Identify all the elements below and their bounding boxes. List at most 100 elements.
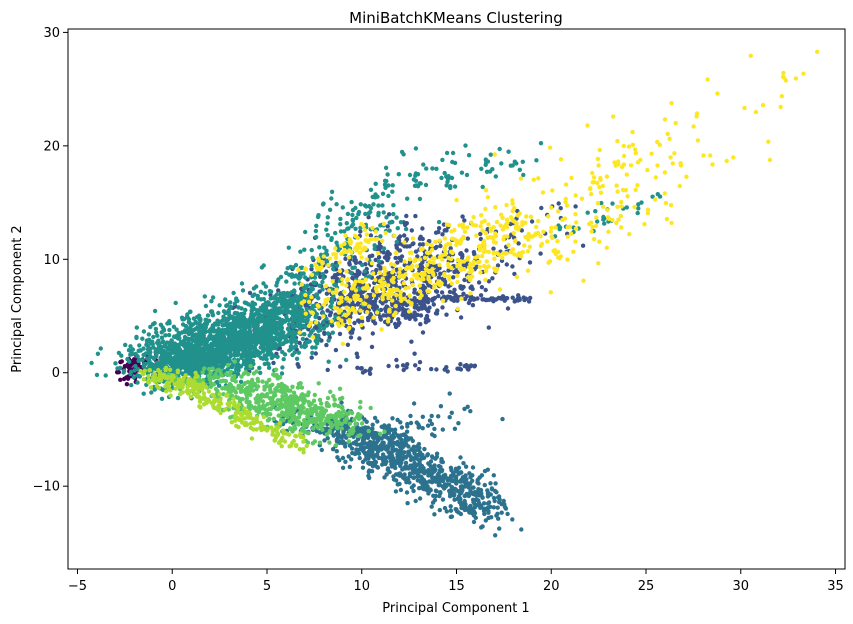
data-point — [515, 298, 521, 303]
data-point — [456, 421, 461, 426]
data-point — [293, 344, 299, 349]
data-point — [493, 174, 498, 179]
data-point — [279, 444, 284, 449]
data-point — [274, 283, 279, 288]
data-point — [238, 317, 243, 322]
data-point — [201, 391, 207, 396]
data-point — [349, 224, 354, 229]
data-point — [215, 375, 221, 380]
data-point — [386, 183, 391, 188]
data-point — [236, 383, 241, 389]
data-point — [327, 440, 332, 445]
data-point — [279, 404, 284, 410]
data-point — [392, 427, 398, 432]
data-point — [358, 283, 363, 288]
data-point — [348, 270, 354, 275]
data-point — [391, 203, 396, 208]
data-point — [322, 331, 327, 336]
data-point — [346, 454, 351, 459]
data-point — [230, 345, 236, 351]
data-point — [269, 425, 274, 430]
data-point — [497, 526, 502, 531]
data-point — [471, 297, 477, 302]
data-point — [383, 165, 389, 170]
data-point — [347, 260, 352, 266]
data-point — [280, 309, 285, 314]
data-point — [376, 210, 381, 216]
data-point — [416, 441, 422, 447]
data-point — [391, 211, 396, 217]
data-point — [222, 342, 227, 348]
data-point — [124, 382, 130, 387]
data-point — [286, 322, 292, 327]
data-point — [324, 227, 329, 232]
data-point — [368, 205, 374, 211]
data-point — [316, 406, 322, 411]
data-point — [141, 364, 147, 369]
data-point — [366, 469, 371, 475]
data-point — [156, 385, 161, 391]
data-point — [119, 353, 124, 358]
data-point — [417, 451, 422, 457]
data-point — [346, 226, 351, 231]
data-point — [273, 367, 279, 372]
data-point — [368, 187, 374, 192]
data-point — [255, 293, 260, 299]
data-point — [215, 359, 220, 364]
data-point — [337, 331, 343, 337]
data-point — [420, 414, 425, 419]
data-point — [449, 175, 455, 181]
data-point — [429, 421, 435, 427]
data-point — [168, 350, 174, 356]
data-point — [442, 170, 447, 176]
data-point — [397, 234, 403, 239]
data-point — [240, 389, 245, 394]
data-point — [326, 359, 331, 364]
data-point — [282, 439, 288, 444]
data-point — [274, 406, 279, 412]
data-point — [438, 271, 443, 276]
data-point — [378, 266, 383, 271]
data-point — [387, 251, 392, 257]
data-point — [291, 390, 297, 395]
data-point — [156, 376, 161, 381]
data-point — [141, 391, 146, 396]
data-point — [337, 386, 343, 391]
data-point — [347, 443, 353, 448]
data-point — [202, 366, 207, 371]
data-point — [424, 307, 429, 312]
data-point — [359, 444, 364, 449]
data-point — [367, 439, 373, 445]
data-point — [434, 311, 440, 316]
data-point — [367, 445, 372, 450]
data-point — [386, 423, 392, 428]
data-point — [197, 366, 202, 371]
data-point — [483, 518, 488, 523]
data-point — [397, 481, 402, 487]
data-point — [296, 381, 302, 387]
data-point — [204, 317, 209, 323]
data-point — [175, 370, 180, 375]
data-point — [415, 312, 420, 318]
data-point — [235, 311, 240, 316]
data-point — [312, 392, 317, 398]
data-point — [216, 383, 222, 388]
data-point — [258, 329, 263, 334]
data-point — [418, 466, 423, 471]
data-point — [216, 310, 221, 316]
data-point — [280, 291, 285, 296]
data-point — [470, 303, 476, 308]
data-point — [206, 350, 211, 356]
data-point — [454, 487, 459, 493]
data-point — [506, 149, 511, 154]
data-point — [504, 296, 510, 301]
data-point — [464, 477, 469, 482]
data-point — [450, 490, 455, 495]
data-point — [427, 418, 433, 423]
data-point — [478, 503, 484, 508]
data-point — [381, 250, 386, 255]
data-point — [258, 355, 264, 361]
data-point — [164, 340, 170, 345]
data-point — [310, 255, 315, 260]
data-point — [174, 327, 179, 332]
